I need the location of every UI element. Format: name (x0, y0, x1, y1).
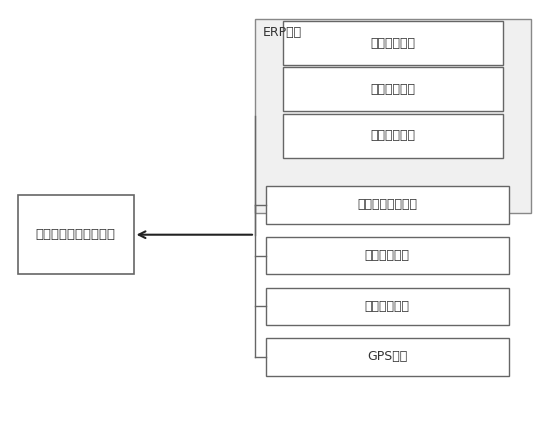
Text: 仓库三维仿真系统: 仓库三维仿真系统 (357, 198, 417, 211)
Bar (18, 195, 134, 274)
Bar (266, 288, 509, 325)
Bar (255, 19, 531, 213)
Bar (283, 114, 503, 158)
Text: 数字沙盘系统: 数字沙盘系统 (365, 249, 410, 262)
Text: 仓储管理模块: 仓储管理模块 (370, 83, 416, 96)
Text: 电力物资调度指挥系统: 电力物资调度指挥系统 (36, 228, 116, 241)
Bar (266, 338, 509, 376)
Bar (266, 237, 509, 274)
Text: GPS系统: GPS系统 (367, 350, 407, 363)
Bar (283, 21, 503, 65)
Bar (283, 67, 503, 112)
Text: 配送管理模块: 配送管理模块 (370, 129, 416, 142)
Text: 物资管理模块: 物资管理模块 (370, 37, 416, 50)
Text: 视频监控系统: 视频监控系统 (365, 300, 410, 313)
Text: ERP系统: ERP系统 (263, 26, 302, 39)
Bar (266, 187, 509, 224)
